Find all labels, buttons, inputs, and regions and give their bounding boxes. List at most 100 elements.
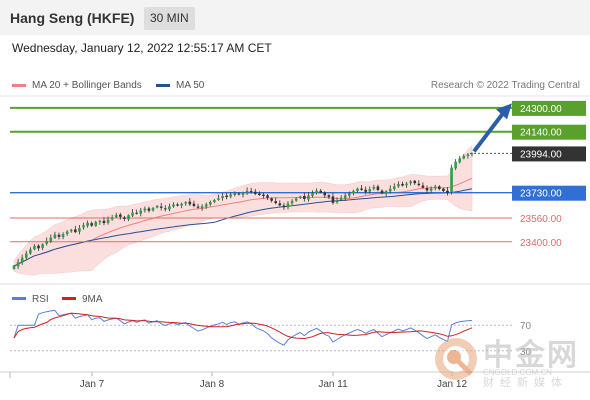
candle-body bbox=[454, 161, 457, 169]
candle-body bbox=[384, 191, 388, 194]
candle-body bbox=[53, 234, 57, 239]
instrument-title: Hang Seng (HKFE) bbox=[10, 10, 135, 26]
candle-body bbox=[290, 200, 294, 204]
candle-body bbox=[237, 193, 241, 195]
candle-body bbox=[405, 183, 408, 186]
candle-body bbox=[196, 206, 200, 208]
candle-body bbox=[253, 191, 257, 194]
rsi-legend-label: RSI bbox=[32, 294, 49, 305]
candle-body bbox=[417, 183, 421, 186]
candle-body bbox=[123, 217, 126, 219]
candle-body bbox=[164, 208, 167, 210]
candle-body bbox=[110, 217, 114, 220]
candle-body bbox=[270, 198, 273, 201]
candle-body bbox=[380, 190, 384, 194]
x-tick-label: Jan 12 bbox=[437, 379, 467, 390]
legend-ma50: MA 50 bbox=[156, 80, 204, 91]
candle-body bbox=[266, 195, 269, 198]
candle-body bbox=[388, 188, 392, 192]
candle-body bbox=[397, 184, 400, 187]
level-tag-support_main bbox=[512, 185, 586, 201]
candle-body bbox=[462, 155, 466, 159]
candle-body bbox=[294, 198, 298, 201]
rsi-level-label: 70 bbox=[520, 321, 532, 332]
candle-body bbox=[12, 265, 16, 269]
rsi-legend-swatch bbox=[12, 297, 26, 300]
date-line: Wednesday, January 12, 2022 12:55:17 AM … bbox=[12, 41, 272, 55]
level-label: 24300.00 bbox=[520, 104, 562, 115]
candle-body bbox=[29, 249, 32, 254]
candle-body bbox=[106, 219, 110, 223]
candle-body bbox=[82, 225, 85, 228]
timeframe-button[interactable]: 30 MIN bbox=[144, 7, 195, 30]
projection-arrow bbox=[472, 108, 508, 153]
rsi-line bbox=[13, 309, 473, 346]
candle-body bbox=[311, 192, 314, 196]
candle-body bbox=[159, 206, 163, 208]
candle-body bbox=[409, 181, 412, 184]
candle-body bbox=[429, 188, 433, 191]
candle-body bbox=[262, 194, 265, 196]
candle-body bbox=[114, 215, 118, 218]
candle-body bbox=[425, 188, 429, 191]
level-tag-resistance bbox=[512, 124, 586, 140]
candle-body bbox=[458, 158, 462, 163]
candle-body bbox=[249, 190, 253, 192]
ma50-swatch bbox=[156, 83, 170, 87]
candle-body bbox=[155, 205, 159, 208]
candle-body bbox=[45, 241, 49, 244]
rsi-level-label: 30 bbox=[520, 347, 532, 358]
bollinger-band bbox=[13, 145, 473, 276]
candle-body bbox=[94, 222, 98, 226]
watermark-logo bbox=[435, 338, 477, 380]
level-tag-current bbox=[512, 146, 586, 162]
candle-body bbox=[339, 197, 343, 200]
candle-body bbox=[119, 214, 122, 217]
ma20-swatch bbox=[12, 83, 26, 87]
candle-body bbox=[323, 192, 327, 196]
candle-body bbox=[200, 206, 204, 209]
candle-body bbox=[274, 201, 278, 204]
candle-body bbox=[364, 189, 367, 192]
candle-body bbox=[437, 186, 441, 189]
candle-body bbox=[176, 204, 179, 206]
projection-arrow-head bbox=[496, 103, 512, 120]
candle-body bbox=[213, 199, 216, 202]
candle-body bbox=[442, 188, 445, 192]
rsi-ma-legend-swatch bbox=[62, 297, 76, 300]
candle-body bbox=[135, 212, 138, 214]
candle-body bbox=[343, 195, 347, 199]
chart-header: Hang Seng (HKFE) 30 MIN bbox=[0, 0, 590, 35]
legend-label: MA 50 bbox=[176, 80, 205, 91]
candle-body bbox=[143, 208, 147, 211]
x-tick-label: Jan 11 bbox=[318, 379, 348, 390]
candle-body bbox=[127, 215, 130, 220]
candle-body bbox=[204, 204, 208, 207]
watermark-url: CNGOLD.COM.CN bbox=[483, 368, 552, 377]
candle-body bbox=[78, 228, 81, 232]
candle-body bbox=[41, 244, 44, 248]
level-tag-resistance bbox=[512, 100, 586, 116]
legend-label: MA 20 + Bollinger Bands bbox=[32, 80, 142, 91]
candle-body bbox=[188, 201, 192, 205]
candle-body bbox=[37, 245, 40, 249]
candle-body bbox=[307, 195, 310, 200]
candle-body bbox=[401, 183, 404, 186]
credit-text: Research © 2022 Trading Central bbox=[430, 80, 580, 91]
level-label: 24140.00 bbox=[520, 128, 562, 139]
candle-body bbox=[282, 205, 286, 208]
candle-body bbox=[57, 234, 61, 237]
candle-body bbox=[348, 193, 351, 196]
level-label: 23730.00 bbox=[520, 189, 562, 200]
candle-body bbox=[327, 195, 331, 197]
candle-body bbox=[245, 190, 249, 193]
candle-body bbox=[131, 212, 134, 216]
candle-body bbox=[208, 201, 212, 205]
candle-body bbox=[33, 245, 36, 250]
candle-body bbox=[16, 262, 20, 267]
candle-body bbox=[315, 190, 318, 194]
candle-body bbox=[229, 194, 233, 197]
watermark-brand: 中金网 bbox=[483, 338, 579, 373]
level-label: 23560.00 bbox=[520, 214, 562, 225]
candle-body bbox=[298, 196, 302, 199]
